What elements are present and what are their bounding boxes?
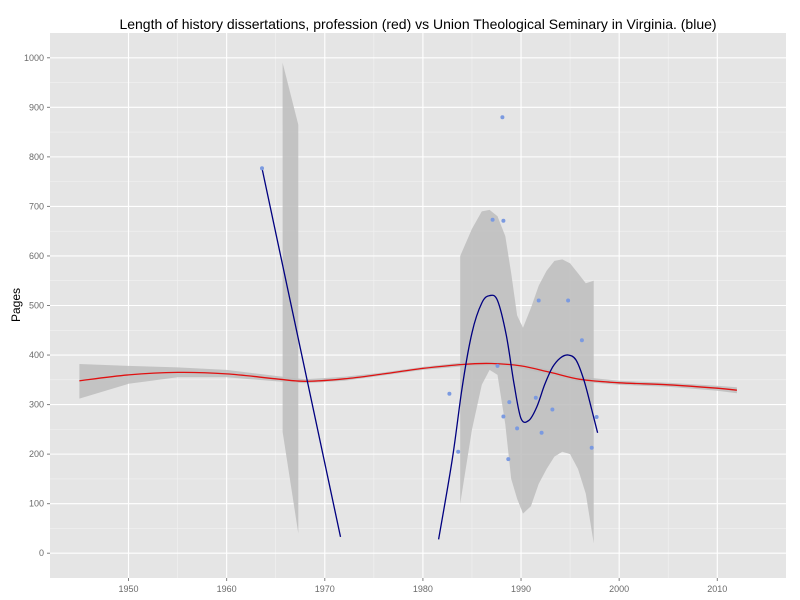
- data-point: [536, 298, 541, 303]
- seminary-line-1: [261, 168, 342, 538]
- y-axis-ticks: 0 100 200 300 400 500 600 700 800 900 1000: [24, 53, 50, 558]
- profession-ribbon: [79, 361, 737, 399]
- x-tick-label: 1960: [217, 584, 237, 594]
- y-tick-label: 0: [39, 548, 44, 558]
- chart-title: Length of history dissertations, profess…: [119, 16, 716, 32]
- y-tick-label: 900: [29, 102, 44, 112]
- x-tick-label: 2010: [707, 584, 727, 594]
- data-point: [456, 449, 461, 454]
- seminary-ribbon-2: [460, 209, 594, 544]
- data-point: [501, 218, 506, 223]
- data-point: [589, 445, 594, 450]
- y-axis-label: Pages: [9, 288, 23, 322]
- data-points: [260, 115, 599, 462]
- confidence-ribbons: [79, 62, 737, 544]
- data-point: [495, 363, 500, 368]
- y-tick-label: 700: [29, 201, 44, 211]
- data-point: [550, 407, 555, 412]
- x-tick-label: 2000: [609, 584, 629, 594]
- data-point: [539, 430, 544, 435]
- data-point: [506, 457, 511, 462]
- y-tick-label: 400: [29, 350, 44, 360]
- x-tick-label: 1980: [413, 584, 433, 594]
- y-tick-label: 300: [29, 400, 44, 410]
- y-tick-label: 500: [29, 301, 44, 311]
- x-axis-ticks: 1950 1960 1970 1980 1990 2000 2010: [118, 578, 727, 594]
- profession-line: [79, 362, 737, 391]
- x-tick-label: 1950: [118, 584, 138, 594]
- seminary-ribbon-1: [282, 62, 299, 534]
- data-point: [566, 298, 571, 303]
- data-point: [260, 166, 264, 171]
- data-point: [515, 426, 520, 431]
- data-point: [490, 217, 495, 222]
- y-tick-label: 800: [29, 152, 44, 162]
- minor-gridlines: [50, 33, 786, 578]
- data-point: [507, 400, 512, 405]
- x-tick-label: 1970: [315, 584, 335, 594]
- data-point: [533, 395, 538, 400]
- data-point: [500, 115, 505, 120]
- y-tick-label: 1000: [24, 53, 44, 63]
- seminary-line-2: [437, 294, 599, 540]
- major-gridlines: [50, 33, 786, 578]
- data-point: [447, 391, 452, 396]
- x-tick-label: 1990: [511, 584, 531, 594]
- data-point: [594, 415, 599, 419]
- data-point: [579, 338, 584, 343]
- y-tick-label: 600: [29, 251, 44, 261]
- smooth-lines: [79, 168, 737, 540]
- y-tick-label: 100: [29, 499, 44, 509]
- data-point: [501, 414, 506, 419]
- y-tick-label: 200: [29, 449, 44, 459]
